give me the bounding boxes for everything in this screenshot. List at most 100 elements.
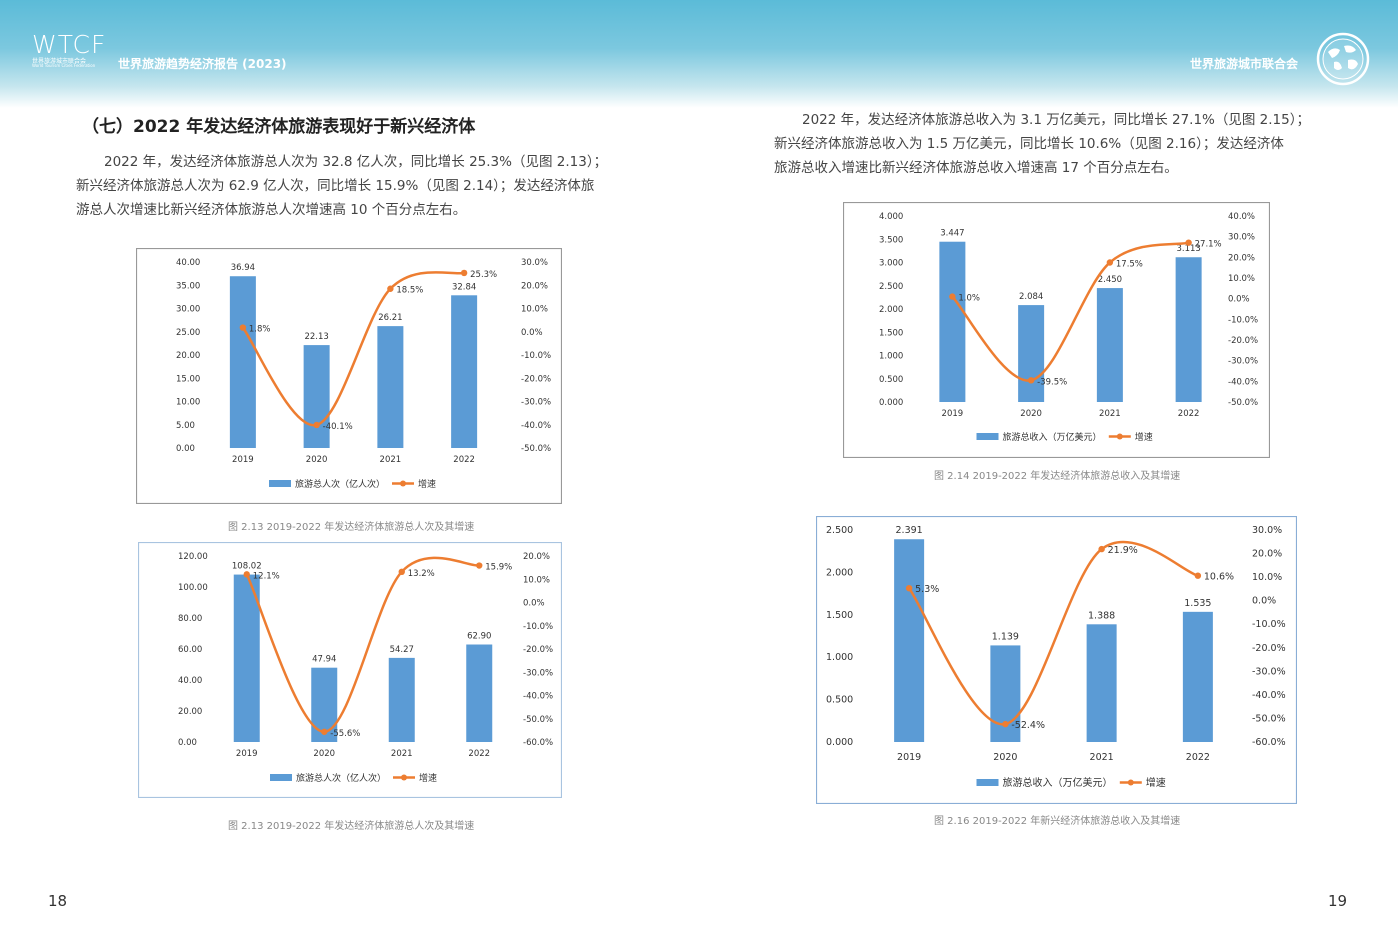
chart-2-13-developed-visits: 40.00 35.00 30.00 25.00 20.00 15.00 10.00 5.00 0…	[136, 248, 562, 504]
line-data-label: 1.0%	[958, 294, 980, 304]
x-axis-tick-label: 2022	[1178, 409, 1200, 419]
left-axis-tick-label: 2.000	[826, 567, 853, 578]
chart-svg: 120.00 100.00 80.00 60.00 40.00 20.00 0.00 20.0…	[138, 542, 562, 798]
bar-data-label: 32.84	[452, 282, 476, 292]
line-data-label: -55.6%	[330, 729, 360, 739]
section-title: （七）2022 年发达经济体旅游表现好于新兴经济体	[82, 117, 476, 137]
paragraph-line: 新兴经济体旅游总收入为 1.5 万亿美元，同比增长 10.6%（见图 2.16）…	[774, 136, 1284, 152]
bar	[1018, 305, 1045, 402]
right-axis-tick-label: -50.0%	[523, 715, 553, 725]
growth-point	[949, 293, 956, 300]
right-axis-tick-label: 10.0%	[521, 305, 548, 315]
figure-caption: 图 2.14 2019-2022 年发达经济体旅游总收入及其增速	[934, 471, 1181, 482]
left-axis-tick-label: 0.00	[178, 738, 197, 748]
right-axis-tick-label: -60.0%	[1252, 737, 1286, 748]
line-data-label: -39.5%	[1037, 377, 1067, 387]
bar	[451, 295, 478, 448]
chart-2-15-developed-revenue: 4.000 3.500 3.000 2.500 2.000 1.500 1.000 0.500…	[843, 202, 1270, 458]
line-data-label: 17.5%	[1116, 260, 1143, 270]
growth-point	[476, 562, 483, 569]
right-axis-tick-label: -50.0%	[521, 444, 551, 454]
chart-frame	[816, 516, 1297, 804]
legend-bar-swatch	[976, 779, 999, 786]
bar-data-label: 2.450	[1098, 275, 1122, 285]
bar	[229, 276, 256, 448]
right-axis-tick-label: -40.0%	[1252, 690, 1286, 701]
logo-subtitle-cn: 世界旅游城市联合会	[32, 58, 87, 65]
left-axis-tick-label: 15.00	[176, 374, 200, 384]
left-axis-tick-label: 4.000	[879, 212, 903, 222]
x-axis-tick-label: 2019	[897, 752, 921, 763]
left-axis-tick-label: 10.00	[176, 398, 200, 408]
bar-data-label: 2.391	[896, 525, 923, 536]
growth-point	[387, 285, 394, 292]
left-axis-tick-label: 0.000	[879, 398, 903, 408]
right-axis-tick-label: -10.0%	[1252, 619, 1286, 630]
right-axis-tick-label: -50.0%	[1228, 398, 1258, 408]
right-axis-tick-label: -30.0%	[1228, 357, 1258, 367]
left-paragraph: 2022 年，发达经济体旅游总人次为 32.8 亿人次，同比增长 25.3%（见…	[76, 150, 636, 222]
bar-data-label: 108.02	[232, 562, 262, 572]
line-data-label: 1.8%	[249, 325, 271, 335]
x-axis-tick-label: 2021	[1090, 752, 1114, 763]
right-axis-tick-label: 0.0%	[1252, 596, 1276, 607]
left-axis-tick-label: 20.00	[176, 351, 200, 361]
left-axis-tick-label: 25.00	[176, 328, 200, 338]
paragraph-line: 2022 年，发达经济体旅游总人次为 32.8 亿人次，同比增长 25.3%（见…	[104, 154, 608, 170]
left-axis-tick-label: 1.000	[879, 352, 903, 362]
right-axis-tick-label: 30.0%	[1228, 233, 1255, 243]
bar	[1086, 624, 1117, 742]
right-axis-tick-label: -40.0%	[523, 692, 553, 702]
globe-logo-icon	[1316, 32, 1370, 86]
left-axis-tick-label: 1.000	[826, 652, 853, 663]
wtcf-logo: WTCF	[32, 30, 107, 59]
paragraph-line: 2022 年，发达经济体旅游总收入为 3.1 万亿美元，同比增长 27.1%（见…	[802, 112, 1310, 128]
bar	[466, 644, 493, 742]
bar	[377, 326, 404, 448]
growth-point	[239, 324, 247, 331]
x-axis-tick-label: 2019	[942, 409, 964, 419]
right-axis-tick-label: -10.0%	[1228, 315, 1258, 325]
growth-point	[1098, 545, 1105, 553]
right-axis-tick-label: 30.0%	[521, 258, 548, 268]
legend-bar-swatch	[976, 433, 999, 440]
right-axis-tick-label: -50.0%	[1252, 713, 1286, 724]
line-data-label: 27.1%	[1195, 240, 1222, 250]
figure-caption: 图 2.13 2019-2022 年发达经济体旅游总人次及其增速	[228, 522, 475, 533]
line-data-label: -40.1%	[323, 422, 353, 432]
chart-svg: 40.00 35.00 30.00 25.00 20.00 15.00 10.00 5.00 0…	[136, 248, 562, 504]
growth-point	[243, 571, 250, 578]
left-axis-tick-label: 1.500	[826, 610, 853, 621]
left-axis-tick-label: 30.00	[176, 305, 200, 315]
left-axis-tick-label: 1.500	[879, 328, 903, 338]
x-axis-tick-label: 2022	[453, 455, 475, 465]
paragraph-line: 新兴经济体旅游总人次为 62.9 亿人次，同比增长 15.9%（见图 2.14）…	[76, 178, 595, 194]
right-axis-tick-label: 20.0%	[1228, 253, 1255, 263]
right-axis-tick-label: -20.0%	[521, 374, 551, 384]
bar-data-label: 3.113	[1176, 244, 1200, 254]
bar-data-label: 1.535	[1184, 598, 1211, 609]
line-data-label: 5.3%	[915, 584, 939, 595]
right-axis-tick-label: -40.0%	[1228, 377, 1258, 387]
legend-bar-swatch	[270, 774, 292, 781]
x-axis-tick-label: 2020	[306, 455, 328, 465]
bar-data-label: 62.90	[467, 632, 491, 642]
left-axis-tick-label: 0.00	[176, 444, 195, 454]
line-data-label: 12.1%	[253, 571, 280, 581]
legend-bar-label: 旅游总收入（万亿美元）	[1003, 776, 1113, 789]
right-axis-tick-label: 10.0%	[1252, 572, 1282, 583]
bar	[1182, 611, 1213, 742]
legend-line-marker	[1127, 779, 1134, 786]
chart-svg: 4.000 3.500 3.000 2.500 2.000 1.500 1.000 0.500…	[843, 202, 1270, 458]
growth-point	[1106, 259, 1114, 266]
bar	[1175, 257, 1202, 402]
x-axis-tick-label: 2020	[993, 752, 1017, 763]
right-axis-tick-label: -30.0%	[1252, 666, 1286, 677]
growth-point	[1027, 377, 1035, 384]
growth-point	[321, 728, 328, 735]
left-axis-tick-label: 80.00	[178, 614, 202, 624]
page-number-left: 18	[48, 892, 68, 910]
left-axis-tick-label: 40.00	[176, 258, 200, 268]
x-axis-tick-label: 2021	[1099, 409, 1121, 419]
right-axis-tick-label: 20.0%	[523, 552, 550, 562]
